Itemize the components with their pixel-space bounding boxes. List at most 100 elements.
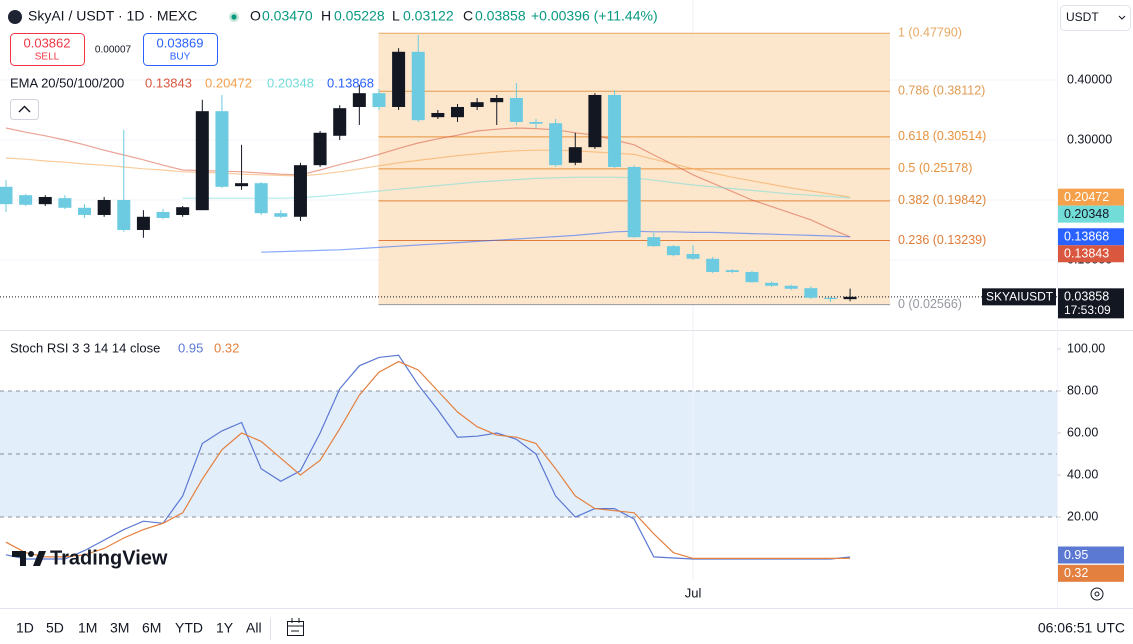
symbol-icon bbox=[8, 10, 22, 24]
symbol-title[interactable]: SkyAI / USDT · 1D · MEXC bbox=[28, 8, 197, 24]
stoch-badge: 0.95 bbox=[1064, 548, 1088, 562]
ohlc-value: 0.03858 bbox=[475, 8, 526, 24]
candle-body bbox=[823, 297, 837, 299]
candle-body bbox=[843, 296, 857, 300]
ohlc-value: 0.05228 bbox=[334, 8, 385, 24]
tradingview-logo bbox=[12, 551, 46, 566]
range-button[interactable]: 6M bbox=[142, 620, 161, 636]
candle-body bbox=[97, 199, 111, 215]
candle-body bbox=[745, 271, 759, 283]
stoch-axis-label: 80.00 bbox=[1067, 383, 1098, 397]
candle-body bbox=[568, 147, 582, 163]
calendar-lines bbox=[287, 618, 304, 632]
candle-body bbox=[411, 51, 425, 121]
candle-body bbox=[647, 237, 661, 247]
candle-body bbox=[352, 93, 366, 107]
market-status-dot bbox=[231, 14, 237, 20]
ema-badge-bg bbox=[1058, 205, 1124, 223]
collapse-button[interactable] bbox=[10, 99, 39, 120]
ohlc-label: H bbox=[321, 8, 331, 24]
collapse-chevron bbox=[18, 105, 31, 113]
date-range-icon[interactable] bbox=[287, 618, 304, 636]
range-button[interactable]: 1D bbox=[16, 620, 34, 636]
price-change: +0.00396 (+11.44%) bbox=[531, 8, 658, 24]
candle-body bbox=[333, 108, 347, 136]
ema-badge: 0.20472 bbox=[1064, 190, 1109, 204]
ema-badge-bg bbox=[1058, 245, 1124, 263]
currency-caret bbox=[1118, 15, 1126, 20]
candle-body bbox=[38, 196, 52, 205]
buy-button[interactable] bbox=[143, 33, 218, 66]
sell-button[interactable] bbox=[10, 33, 85, 66]
mark-layer bbox=[0, 34, 857, 560]
ema-badge: 0.13843 bbox=[1064, 247, 1109, 261]
stoch-badge-bg bbox=[1058, 546, 1124, 564]
candle-body bbox=[529, 121, 543, 124]
stoch-axis-label: 60.00 bbox=[1067, 425, 1098, 439]
ema-line bbox=[261, 230, 851, 253]
candle-body bbox=[490, 97, 504, 103]
candle-body bbox=[765, 282, 779, 286]
ohlc-label: L bbox=[392, 8, 400, 24]
candle-body bbox=[156, 211, 170, 218]
logo-dot bbox=[28, 551, 34, 557]
brand-name: TradingView bbox=[50, 547, 168, 569]
candle-body bbox=[509, 97, 523, 122]
ema-badge-bg bbox=[1058, 188, 1124, 206]
sell-price: 0.03862 bbox=[24, 35, 71, 50]
candle-body bbox=[58, 198, 72, 208]
fib-label: 1 (0.47790) bbox=[898, 26, 962, 40]
candle-body bbox=[608, 94, 622, 167]
candle-body bbox=[215, 111, 229, 187]
range-button[interactable]: YTD bbox=[175, 620, 203, 636]
range-button[interactable]: 3M bbox=[110, 620, 129, 636]
range-button[interactable]: All bbox=[246, 620, 262, 636]
sell-label: SELL bbox=[35, 52, 60, 63]
buy-label: BUY bbox=[170, 52, 191, 63]
symbol-badge-bg bbox=[982, 288, 1056, 306]
candle-body bbox=[0, 186, 13, 205]
ema-line bbox=[182, 176, 851, 199]
range-button[interactable]: 5D bbox=[46, 620, 64, 636]
logo-seven bbox=[12, 551, 26, 566]
candle-body bbox=[392, 51, 406, 107]
candle-body bbox=[235, 183, 249, 187]
candle-body bbox=[784, 285, 798, 289]
fib-label: 0.618 (0.30514) bbox=[898, 129, 986, 143]
ema-badge-bg bbox=[1058, 228, 1124, 246]
logo-slash bbox=[33, 551, 46, 566]
range-button[interactable]: 1Y bbox=[216, 620, 234, 636]
ema-badge: 0.20348 bbox=[1064, 207, 1109, 221]
ema-legend-value: 0.13843 bbox=[145, 75, 192, 90]
fib-label: 0 (0.02566) bbox=[898, 297, 962, 311]
candle-body bbox=[431, 112, 445, 118]
ui-layer: SkyAI / USDT · 1D · MEXC O 0.03470 H 0.0… bbox=[0, 5, 1133, 640]
ema-badge: 0.13868 bbox=[1064, 230, 1109, 244]
candle-body bbox=[313, 132, 327, 166]
calendar-box bbox=[287, 621, 304, 636]
settings-icon[interactable] bbox=[1090, 587, 1104, 601]
symbol-badge: SKYAIUSDT bbox=[986, 290, 1054, 304]
candle-body bbox=[372, 93, 386, 107]
ohlc-value: 0.03122 bbox=[403, 8, 454, 24]
fib-label: 0.382 (0.19842) bbox=[898, 193, 986, 207]
candle-body bbox=[136, 216, 150, 230]
stoch-badge-bg bbox=[1058, 564, 1124, 582]
candle-body bbox=[78, 207, 92, 215]
candle-body bbox=[706, 258, 720, 272]
range-button[interactable]: 1M bbox=[78, 620, 97, 636]
spread: 0.00007 bbox=[95, 45, 132, 56]
ohlc-label: O bbox=[250, 8, 261, 24]
ema-legend-value: 0.20472 bbox=[205, 75, 252, 90]
candle-body bbox=[686, 253, 700, 259]
currency-select[interactable] bbox=[1060, 5, 1131, 31]
candle-body bbox=[725, 270, 739, 272]
candle-body bbox=[254, 183, 268, 214]
fib-label: 0.5 (0.25178) bbox=[898, 161, 972, 175]
candle-body bbox=[19, 195, 33, 205]
price-badge: 0.03858 bbox=[1064, 290, 1109, 304]
time-axis-label: Jul bbox=[685, 585, 702, 600]
